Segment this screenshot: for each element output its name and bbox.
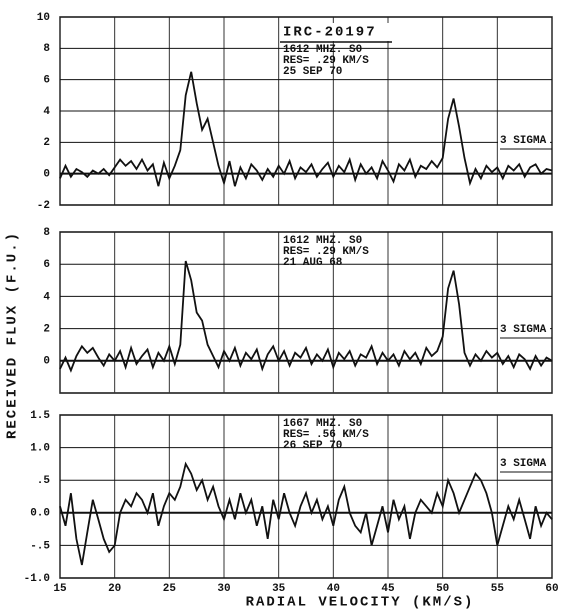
y-tick-label: 4	[43, 291, 50, 303]
y-tick-label: 0.0	[30, 508, 50, 520]
x-tick-label: 40	[327, 583, 340, 595]
y-tick-label: 6	[43, 75, 50, 87]
y-tick-label: 8	[43, 43, 50, 55]
y-tick-label: -2	[37, 200, 50, 212]
sigma-label: 3 SIGMA	[500, 135, 547, 147]
annotation: 1667 MHZ. S0	[283, 418, 362, 430]
y-tick-label: 10	[37, 12, 50, 24]
y-tick-label: -.5	[30, 540, 50, 552]
annotation: 25 SEP 70	[283, 66, 342, 78]
sigma-bg	[498, 456, 550, 469]
annotation: RES= .29 KM/S	[283, 246, 369, 258]
x-tick-label: 50	[436, 583, 449, 595]
annotation: 26 SEP 70	[283, 440, 342, 452]
sigma-label: 3 SIGMA	[500, 458, 547, 470]
sigma-bg	[498, 133, 550, 146]
chart-title: IRC-20197	[283, 25, 377, 41]
sigma-label: 3 SIGMA	[500, 324, 547, 336]
annotation: 21 AUG 68	[283, 257, 343, 269]
spectrum-line	[59, 71, 553, 187]
y-tick-label: 8	[43, 227, 50, 239]
y-tick-label: -1.0	[24, 573, 50, 585]
annotation: 1612 MHZ. S0	[283, 235, 362, 247]
x-tick-label: 15	[53, 583, 67, 595]
y-tick-label: 6	[43, 259, 50, 271]
y-tick-label: 1.5	[30, 410, 50, 422]
annotation: RES= .29 KM/S	[283, 55, 369, 67]
x-tick-label: 20	[108, 583, 121, 595]
x-tick-label: 60	[545, 583, 558, 595]
spectrum-line	[59, 461, 553, 566]
x-tick-label: 30	[217, 583, 230, 595]
annotation: RES= .56 KM/S	[283, 429, 369, 441]
y-tick-label: .5	[37, 475, 51, 487]
x-tick-label: 25	[163, 583, 177, 595]
y-tick-label: 1.0	[30, 443, 50, 455]
y-tick-label: 2	[43, 324, 50, 336]
sigma-bg	[498, 322, 550, 335]
x-tick-label: 45	[381, 583, 395, 595]
x-axis-label: RADIAL VELOCITY (KM/S)	[246, 595, 475, 611]
y-tick-label: 2	[43, 137, 50, 149]
y-axis-label: RECEIVED FLUX (F.U.)	[5, 231, 21, 439]
x-tick-label: 55	[491, 583, 505, 595]
y-tick-label: 0	[43, 356, 50, 368]
title-bg	[280, 23, 390, 41]
annotation: 1612 MHZ. S0	[283, 44, 362, 56]
spectrum-line	[59, 260, 553, 373]
y-tick-label: 0	[43, 169, 50, 181]
y-tick-label: 4	[43, 106, 50, 118]
x-tick-label: 35	[272, 583, 286, 595]
